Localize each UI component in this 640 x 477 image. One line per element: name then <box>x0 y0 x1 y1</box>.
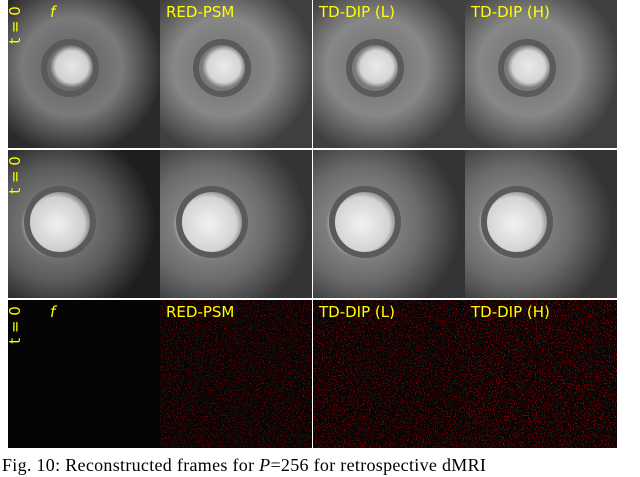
heart-wall <box>329 186 401 258</box>
row-label: t = 0 <box>6 156 24 194</box>
panel-label: f <box>50 303 58 321</box>
caption: Fig. 10: Reconstructed frames for P=256 … <box>2 455 486 476</box>
panel-label: f <box>50 3 58 21</box>
heart-wall <box>176 186 248 258</box>
heart-wall <box>481 186 553 258</box>
heart-wall <box>24 186 96 258</box>
error-map <box>465 300 617 448</box>
caption-text: =256 for retrospective dMRI <box>270 455 487 475</box>
panel-label: TD-DIP (H) <box>470 3 550 21</box>
heart-wall <box>498 39 556 97</box>
panel-label: RED-PSM <box>166 3 234 21</box>
heart-wall <box>346 39 404 97</box>
panel-label: TD-DIP (L) <box>318 3 395 21</box>
panel-label: TD-DIP (L) <box>318 303 395 321</box>
image-panel <box>160 0 312 148</box>
image-panel <box>465 150 617 298</box>
row-label: t = 0 <box>6 6 24 44</box>
error-map <box>313 300 465 448</box>
image-panel <box>465 0 617 148</box>
caption-label: Fig. 10: <box>2 455 61 475</box>
heart-wall <box>41 39 99 97</box>
caption-variable: P <box>259 455 271 475</box>
image-panel <box>313 150 465 298</box>
row-label: t = 0 <box>6 306 24 344</box>
image-panel <box>8 300 160 448</box>
image-panel <box>313 0 465 148</box>
heart-wall <box>193 39 251 97</box>
caption-text: Reconstructed frames for <box>65 455 255 475</box>
panel-label: RED-PSM <box>166 303 234 321</box>
figure: t = 0 f RED-PSM TD-DIP (L) TD-DIP (H) t = 0 t … <box>6 0 617 448</box>
image-panel <box>8 150 160 298</box>
panel-label: TD-DIP (H) <box>470 303 550 321</box>
image-panel <box>8 0 160 148</box>
image-panel <box>160 150 312 298</box>
error-map <box>160 300 312 448</box>
